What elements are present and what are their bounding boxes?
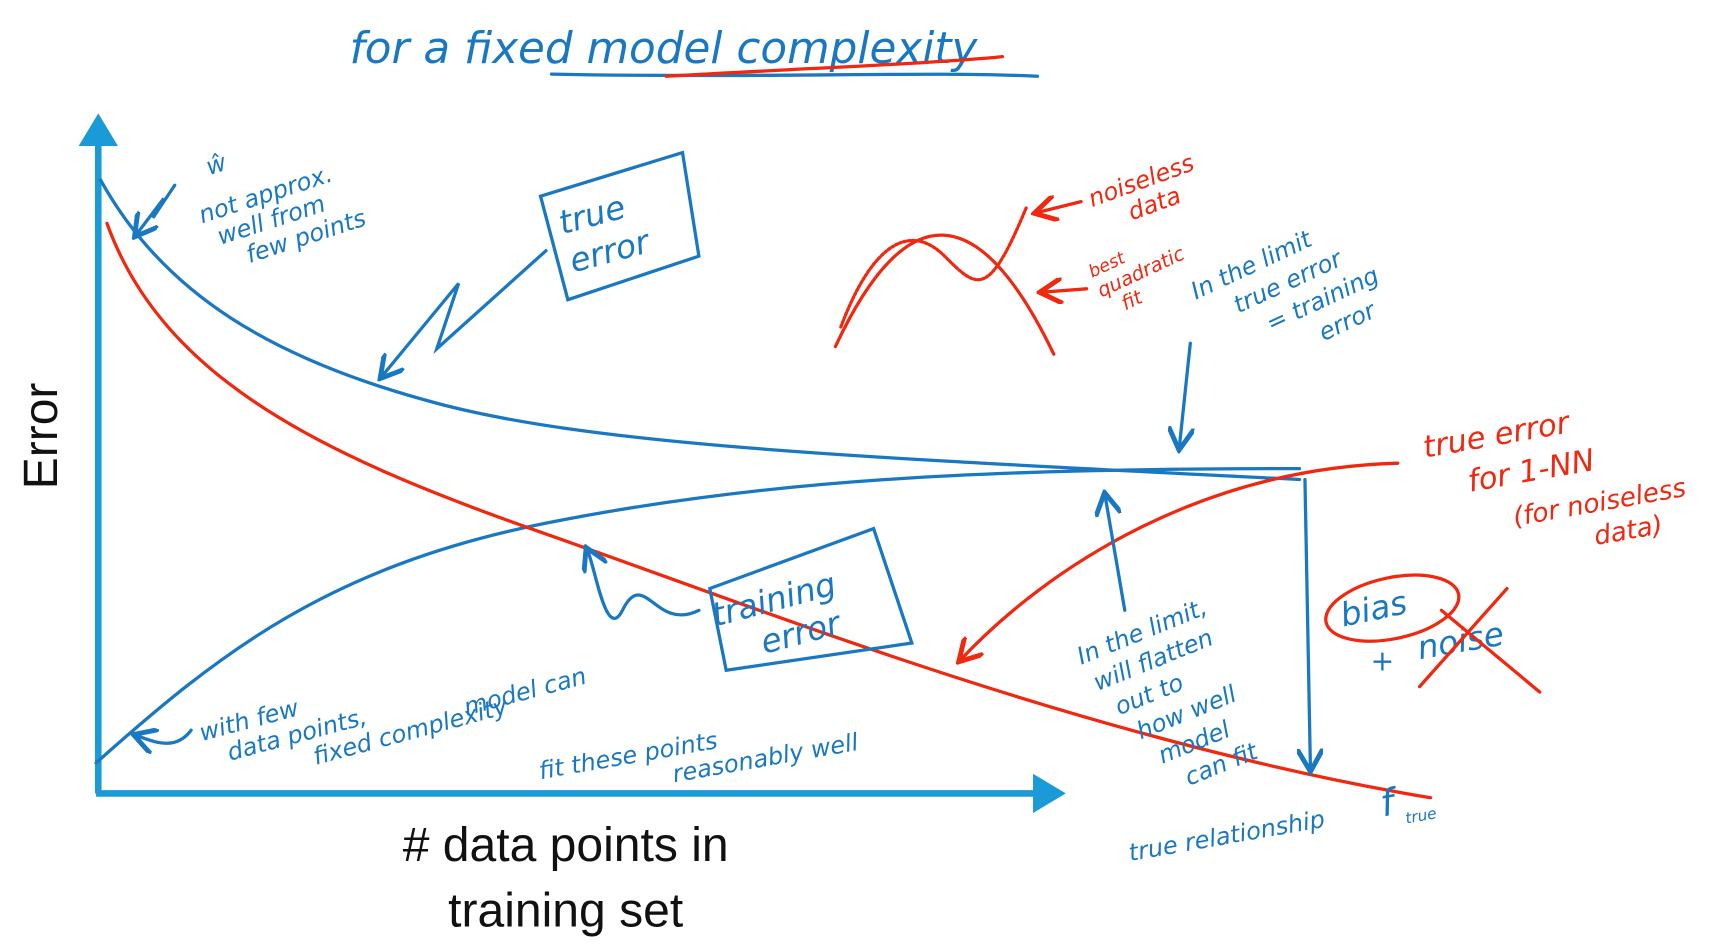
circle: [1324, 573, 1461, 643]
x-axis-label: # data points in: [403, 819, 729, 872]
annotation: model can: [461, 662, 590, 721]
few-points-note: with few data points, fixed complexity m…: [196, 662, 590, 771]
arrow: [961, 461, 1400, 659]
true-error-curve: [98, 178, 1302, 482]
arrow: [1043, 289, 1089, 292]
f-true-note: true relationship f true: [1126, 780, 1438, 867]
quadratic-fit: [833, 233, 1056, 356]
x-axis-label: training set: [448, 884, 683, 937]
arrow: [1179, 341, 1190, 447]
title: for a fixed model complexity: [349, 24, 978, 74]
arrow: [137, 183, 177, 234]
noiseless-note: noiseless data: [1084, 149, 1197, 226]
box: [707, 526, 915, 673]
1nn-note: true error for 1-NN (for noiseless data): [1420, 405, 1688, 552]
annotation: true: [1404, 804, 1438, 827]
strike: [1417, 586, 1542, 694]
underline: [549, 72, 1040, 78]
box: [538, 150, 701, 302]
annotation: +: [1370, 644, 1394, 677]
arrow: [1105, 496, 1127, 612]
underline: [664, 55, 1005, 78]
quadratic-note: best quadratic fit: [1086, 242, 1189, 315]
arrow: [588, 550, 701, 621]
training-error-curve: [94, 467, 1302, 765]
arrow: [137, 730, 193, 743]
arrow: [382, 249, 548, 376]
annotation: ŵ: [202, 148, 230, 181]
flatten-note: In the limit, will flatten out to how we…: [1073, 593, 1263, 791]
true-error-1nn-curve: [105, 221, 1433, 800]
arrow: [1305, 477, 1310, 769]
noiseless-curve: [839, 205, 1029, 329]
w-hat-note: ŵ not approx. well from few points: [195, 148, 369, 269]
annotation: f: [1377, 780, 1402, 825]
annotation: true relationship: [1126, 805, 1327, 867]
arrow: [1037, 202, 1083, 213]
y-axis-label: Error: [15, 383, 68, 490]
limit-note: In the limit true error = training error: [1186, 224, 1383, 346]
